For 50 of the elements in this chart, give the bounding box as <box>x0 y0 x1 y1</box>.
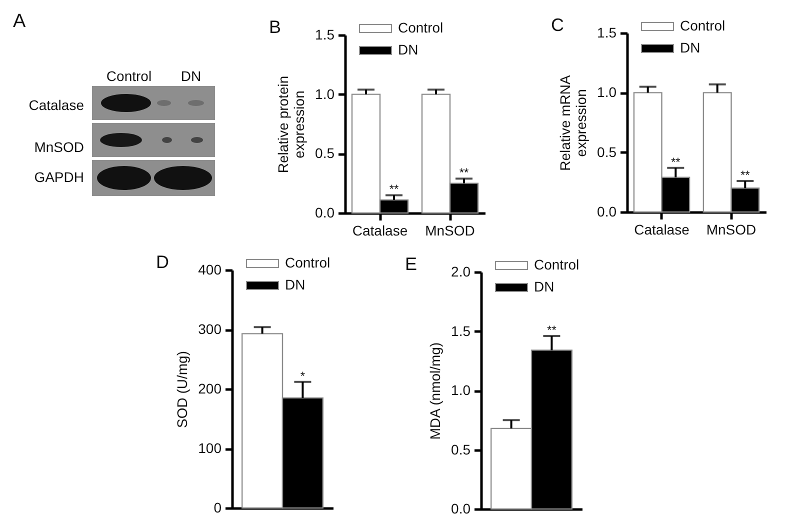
y-tick-label: 400 <box>198 262 222 278</box>
x-tick-label: MnSOD <box>425 222 475 238</box>
y-tick-label: 1.5 <box>315 26 335 42</box>
y-tick-label: 0.5 <box>451 441 471 458</box>
y-tick-label: 2.0 <box>451 264 471 280</box>
y-tick-label: 300 <box>198 321 222 337</box>
chart-title: C <box>551 15 564 35</box>
chart-title: E <box>405 254 418 274</box>
y-tick-label: 1.0 <box>451 382 471 398</box>
y-tick-label: 1.0 <box>315 86 335 102</box>
x-tick-label: Catalase <box>634 222 690 238</box>
annotation: ** <box>670 154 681 169</box>
y-tick-label: 1.0 <box>597 84 617 100</box>
text: GAPDH <box>34 169 84 185</box>
legend-label: DN <box>680 40 700 56</box>
text: Control <box>106 68 152 84</box>
text: MnSOD <box>34 139 84 155</box>
y-axis-title: Relative protein expression <box>275 76 308 174</box>
x-tick-label: MnSOD <box>706 222 756 238</box>
text: Catalase <box>28 97 84 113</box>
y-tick-label: 0.5 <box>315 145 335 162</box>
annotation: ** <box>740 168 750 182</box>
legend-label: DN <box>285 276 306 292</box>
y-tick-label: 0.0 <box>451 500 471 516</box>
y-tick-label: 1.5 <box>597 24 617 40</box>
legend-label: DN <box>398 42 418 58</box>
x-tick-label: Catalase <box>352 222 408 238</box>
legend-label: Control <box>534 256 580 272</box>
text: DN <box>180 68 202 84</box>
y-tick-label: 200 <box>198 380 222 396</box>
legend-label: DN <box>534 278 554 294</box>
annotation: ** <box>389 182 399 196</box>
y-tick-label: 0.0 <box>597 204 617 220</box>
y-tick-label: 0.5 <box>597 144 617 160</box>
annotation: ** <box>547 322 557 337</box>
annotation: * <box>300 368 306 383</box>
y-tick-label: 100 <box>198 440 222 456</box>
y-axis-title: MDA (nmol/mg) <box>427 342 444 440</box>
text: A <box>13 11 26 32</box>
chart-title: D <box>156 252 169 272</box>
y-axis-title: Relative mRNA expression <box>557 74 590 171</box>
y-tick-label: 0.0 <box>315 204 335 220</box>
legend-label: Control <box>680 18 726 34</box>
chart-title: B <box>269 17 282 37</box>
y-axis-title: SOD (U/mg) <box>174 351 190 428</box>
legend-label: Control <box>398 20 444 36</box>
y-tick-label: 1.5 <box>451 322 471 339</box>
y-tick-label: 0 <box>214 500 222 516</box>
legend-label: Control <box>285 254 330 270</box>
annotation: ** <box>459 166 469 180</box>
